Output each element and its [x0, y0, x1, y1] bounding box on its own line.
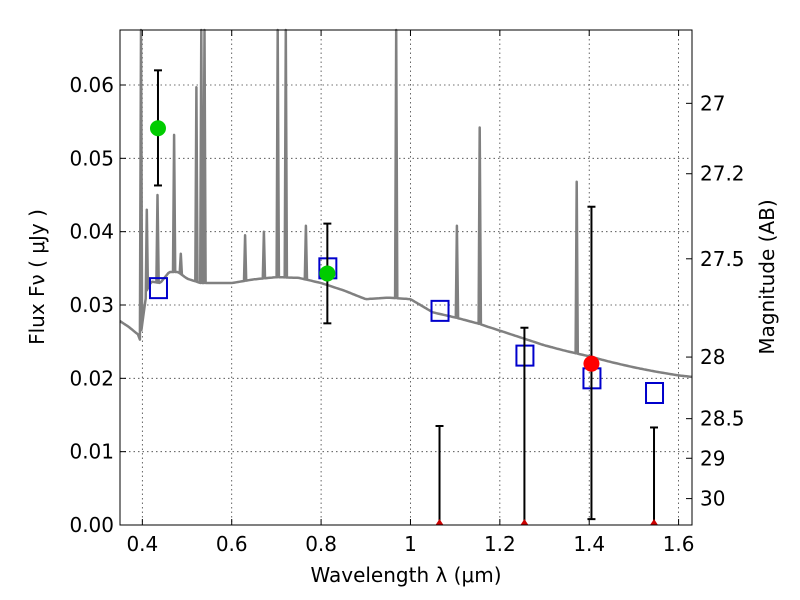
y-axis-label: Flux Fν ( μJy ) [25, 209, 49, 345]
y-tick-label: 0.03 [69, 293, 114, 317]
green-photometry-point [319, 265, 336, 282]
x-tick-label: 0.4 [126, 532, 158, 556]
y-tick-label: 0.01 [69, 440, 114, 464]
x-tick-label: 1 [404, 532, 417, 556]
x-tick-label: 1.6 [663, 532, 695, 556]
x-tick-label: 0.6 [216, 532, 248, 556]
right-tick-label: 28.5 [700, 407, 745, 431]
plot-frame [119, 29, 693, 526]
y-tick-label: 0.06 [69, 73, 114, 97]
x-tick-label: 1.4 [573, 532, 605, 556]
right-tick-label: 30 [700, 487, 725, 511]
tick-label-layer: 0.4 0.6 0.8 1 1.2 1.4 1.6 0.00 0.01 0.02 0.03 0.04 0… [69, 73, 744, 556]
x-tick-label: 0.8 [305, 532, 337, 556]
model-photometry-box [645, 382, 665, 404]
right-tick-label: 27 [700, 91, 725, 115]
upper-limit-marker [650, 519, 659, 525]
right-y-axis-label: Magnitude (AB) [755, 199, 779, 354]
upper-limit-marker [435, 519, 444, 525]
red-photometry-point [583, 355, 600, 372]
model-photometry-box [430, 299, 450, 322]
x-axis-label: Wavelength λ (μm) [310, 563, 501, 587]
right-tick-label: 27.2 [700, 162, 745, 186]
right-tick-label: 27.5 [700, 247, 745, 271]
y-tick-label: 0.05 [69, 146, 114, 170]
spectrum-line [119, 28, 693, 379]
tick-layer [120, 30, 692, 526]
x-tick-label: 1.2 [484, 532, 516, 556]
green-photometry-point [149, 120, 166, 137]
spectrum-layer [119, 28, 693, 379]
model-photometry-box [148, 277, 168, 300]
right-tick-label: 28 [700, 345, 725, 369]
y-tick-label: 0.00 [69, 513, 114, 537]
photometry-point-layer [149, 120, 659, 525]
y-tick-label: 0.04 [69, 220, 114, 244]
right-tick-label: 29 [700, 446, 725, 470]
upper-limit-marker [520, 519, 529, 525]
y-tick-label: 0.02 [69, 366, 114, 390]
